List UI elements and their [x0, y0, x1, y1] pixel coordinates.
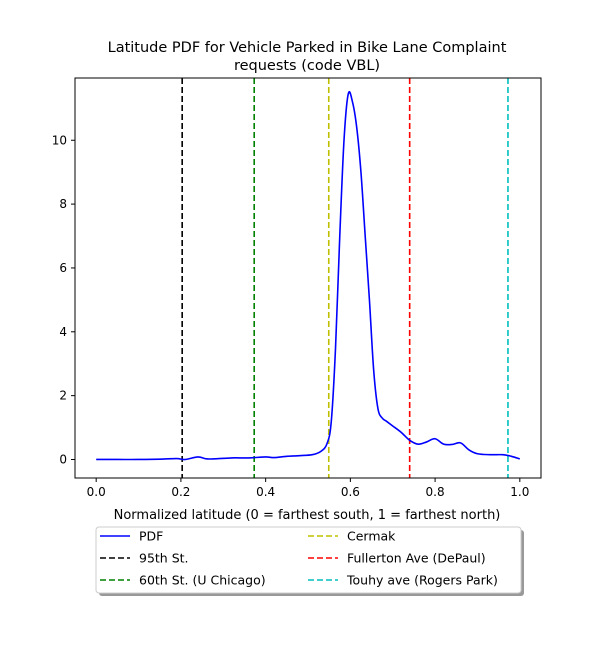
y-axis-ticks: 0 2 4 6 8 10: [52, 133, 75, 466]
x-tick-label-1: 0.2: [171, 485, 190, 499]
legend-label-0: PDF: [139, 529, 163, 544]
y-tick-label-3: 6: [59, 261, 67, 275]
x-axis-ticks: 0.0 0.2 0.4 0.6 0.8 1.0: [87, 478, 529, 499]
x-tick-label-3: 0.6: [341, 485, 360, 499]
chart-title-line2: requests (code VBL): [234, 58, 380, 74]
legend-label-1: 95th St.: [139, 551, 189, 566]
vertical-reference-lines: [181, 78, 509, 478]
x-tick-label-0: 0.0: [87, 485, 106, 499]
series-line-0: [96, 90, 521, 461]
y-tick-label-2: 4: [59, 325, 67, 339]
x-axis-label: Normalized latitude (0 = farthest south,…: [114, 508, 501, 523]
y-tick-label-4: 8: [59, 197, 67, 211]
legend: PDF 95th St. 60th St. (U Chicago) Cermak Ful…: [95, 526, 524, 596]
x-tick-label-2: 0.4: [256, 485, 275, 499]
y-tick-label-1: 2: [59, 389, 67, 403]
x-tick-label-4: 0.8: [426, 485, 445, 499]
series-lines: [96, 90, 521, 461]
legend-label-4: Fullerton Ave (DePaul): [347, 551, 486, 566]
chart-title-line1: Latitude PDF for Vehicle Parked in Bike …: [108, 40, 507, 56]
x-tick-label-5: 1.0: [510, 485, 529, 499]
y-tick-label-5: 10: [52, 133, 67, 147]
legend-label-3: Cermak: [347, 529, 396, 544]
legend-frame: [95, 526, 522, 594]
legend-label-5: Touhy ave (Rogers Park): [346, 573, 498, 588]
plot-area-frame: [74, 77, 542, 479]
y-tick-label-0: 0: [59, 452, 67, 466]
legend-label-2: 60th St. (U Chicago): [139, 573, 266, 588]
